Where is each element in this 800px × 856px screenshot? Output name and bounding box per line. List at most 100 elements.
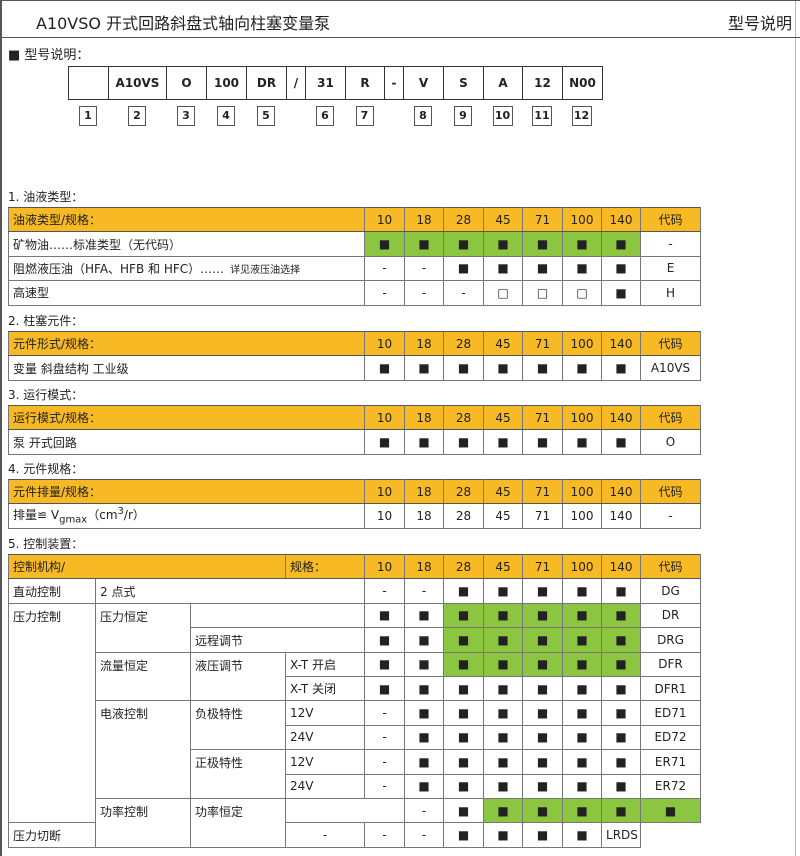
model-index-slot: 5 bbox=[246, 106, 286, 126]
code-cell: ER71 bbox=[640, 749, 702, 775]
row-label: 排量≌ Vgmax（cm3/r） bbox=[8, 503, 365, 529]
value-cell: ■ bbox=[522, 627, 564, 653]
size-header-18: 18 bbox=[404, 478, 444, 505]
control-subtype: 远程调节 bbox=[189, 627, 366, 653]
size-header-10: 10 bbox=[364, 553, 406, 580]
row-label-text: 高速型 bbox=[13, 286, 50, 301]
value-cell: ■ bbox=[601, 602, 642, 629]
row-label-unit: （cm3/r） bbox=[87, 506, 145, 523]
size-header-71: 71 bbox=[522, 478, 563, 505]
value-cell: ■ bbox=[601, 700, 642, 726]
row-label-text: 矿物油……标准类型（无代码） bbox=[13, 237, 182, 252]
value-cell: 18 bbox=[404, 503, 444, 529]
model-index-box: 9 bbox=[454, 106, 472, 126]
row-label: 变量 斜盘结构 工业级 bbox=[8, 355, 365, 381]
value-cell: ■ bbox=[562, 231, 602, 257]
control-subtype: 负极特性 bbox=[189, 700, 287, 751]
value-cell: ■ bbox=[562, 355, 602, 381]
model-index-box: 10 bbox=[492, 106, 513, 126]
size-header-100: 100 bbox=[562, 404, 602, 431]
model-index-slot: 12 bbox=[562, 106, 601, 126]
value-cell: ■ bbox=[443, 602, 485, 629]
model-index-box: 7 bbox=[355, 106, 374, 126]
value-cell: ■ bbox=[483, 602, 524, 629]
value-cell: ■ bbox=[562, 797, 603, 824]
table-row: 远程调节 ■ ■ ■ ■ ■ ■ ■ DRG bbox=[9, 627, 702, 653]
value-cell: ■ bbox=[522, 429, 563, 455]
model-index-box: 12 bbox=[571, 106, 592, 126]
model-index-slot: 7 bbox=[345, 106, 384, 126]
control-category: 压力控制 bbox=[8, 602, 96, 824]
code-header: 代码 bbox=[640, 206, 701, 233]
table-row: 排量≌ Vgmax（cm3/r） 10 18 28 45 71 100 140- bbox=[8, 503, 701, 529]
table-row: 阻燃液压油（HFA、HFB 和 HFC）…… 详见液压油选择 - - ■ ■ ■ ■ ■ E bbox=[8, 255, 701, 282]
size-header-28: 28 bbox=[443, 206, 484, 233]
code-cell: E bbox=[640, 255, 701, 282]
control-option: 12V bbox=[285, 749, 366, 775]
size-header-45: 45 bbox=[483, 478, 523, 505]
value-cell: □ bbox=[522, 280, 563, 306]
size-header-100: 100 bbox=[562, 478, 602, 505]
value-cell: ■ bbox=[640, 797, 702, 824]
value-cell: - bbox=[443, 280, 484, 306]
value-cell: - bbox=[364, 724, 406, 751]
size-header-140: 140 bbox=[601, 404, 641, 431]
value-cell: ■ bbox=[404, 355, 444, 381]
value-cell: - bbox=[364, 255, 405, 282]
value-cell: ■ bbox=[404, 700, 445, 726]
value-cell: ■ bbox=[443, 255, 484, 282]
size-header-100: 100 bbox=[562, 330, 602, 357]
section-label: 5. 控制装置： bbox=[8, 537, 84, 551]
table-row: X-T 关闭 ■ ■ ■ ■ ■ ■ ■ DFR1 bbox=[9, 675, 702, 702]
code-cell: DFR bbox=[640, 651, 702, 677]
value-cell: ■ bbox=[443, 822, 485, 848]
size-header-18: 18 bbox=[404, 404, 444, 431]
size-header-71: 71 bbox=[522, 553, 564, 580]
row-label-text: 阻燃液压油（HFA、HFB 和 HFC）…… bbox=[13, 261, 225, 276]
value-cell: ■ bbox=[562, 255, 602, 282]
value-cell: ■ bbox=[522, 355, 563, 381]
control-type: 流量恒定 bbox=[95, 651, 191, 702]
control-subtype: 液压调节 bbox=[189, 651, 287, 702]
table-row: 24V - ■ ■ ■ ■ ■ ■ ER72 bbox=[9, 773, 702, 799]
code-cell: DFR1 bbox=[640, 675, 702, 702]
value-cell: ■ bbox=[483, 255, 523, 282]
model-index-slot bbox=[384, 106, 403, 126]
size-header-28: 28 bbox=[443, 478, 484, 505]
model-code-cell: 31 bbox=[306, 67, 346, 99]
control-category: 直动控制 bbox=[8, 578, 96, 604]
section-heading: ■ 型号说明： bbox=[8, 48, 90, 63]
value-cell: 45 bbox=[483, 503, 523, 529]
value-cell: - bbox=[364, 578, 406, 604]
model-code-cell: O bbox=[167, 67, 207, 99]
code-cell: ED72 bbox=[640, 724, 702, 751]
size-header-18: 18 bbox=[404, 553, 445, 580]
code-cell: - bbox=[640, 503, 701, 529]
value-cell: ■ bbox=[562, 773, 603, 799]
model-code-cell: V bbox=[404, 67, 444, 99]
value-cell: ■ bbox=[443, 578, 485, 604]
size-header-45: 45 bbox=[483, 206, 523, 233]
control-type: 2 点式 bbox=[94, 578, 366, 604]
value-cell: ■ bbox=[443, 429, 484, 455]
table-row: 压力控制 压力恒定 ■ ■ ■ ■ ■ ■ ■ DR bbox=[8, 602, 702, 824]
value-cell: ■ bbox=[601, 749, 642, 775]
value-cell: ■ bbox=[562, 749, 603, 775]
model-index-box: 8 bbox=[414, 106, 432, 126]
value-cell: ■ bbox=[522, 602, 564, 629]
value-cell: ■ bbox=[562, 651, 603, 677]
model-code-cell: - bbox=[385, 67, 404, 99]
model-index-slot: 3 bbox=[166, 106, 206, 126]
table-row: 流量恒定 液压调节 X-T 开启 ■ ■ ■ ■ ■ ■ ■ DFR bbox=[9, 651, 702, 702]
size-header-140: 140 bbox=[601, 553, 642, 580]
value-cell: ■ bbox=[443, 724, 485, 751]
size-header-28: 28 bbox=[443, 553, 485, 580]
value-cell: ■ bbox=[364, 627, 406, 653]
model-index-slot: 10 bbox=[483, 106, 522, 126]
value-cell: ■ bbox=[601, 578, 642, 604]
value-cell: ■ bbox=[601, 675, 642, 702]
model-code-cell: N00 bbox=[569, 76, 596, 90]
control-subtype: 正极特性 bbox=[189, 749, 287, 799]
value-cell: ■ bbox=[522, 651, 564, 677]
